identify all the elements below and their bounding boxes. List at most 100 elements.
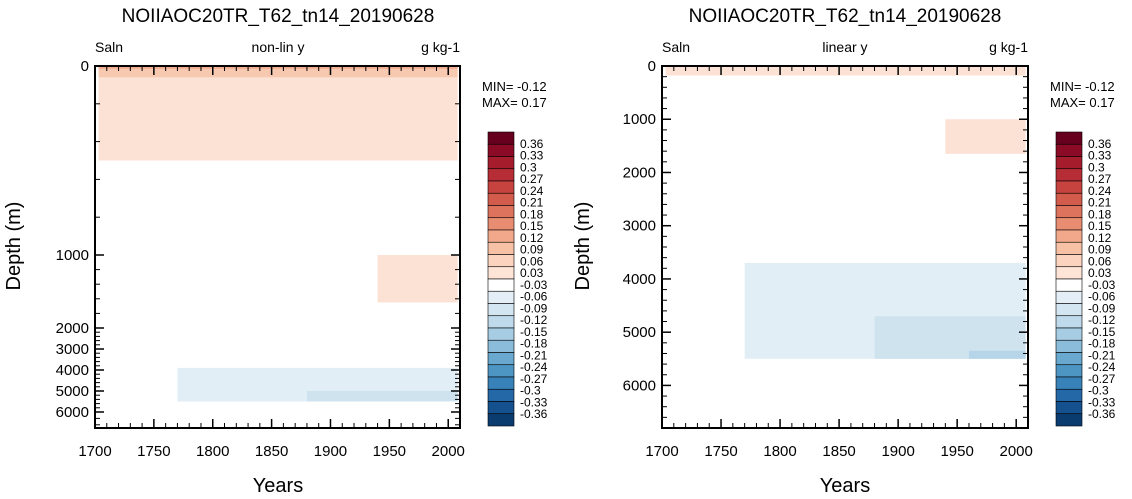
y-tick-label: 2000 — [623, 164, 656, 181]
colorbar-label: 0.12 — [520, 231, 544, 245]
units-label: g kg-1 — [989, 39, 1028, 55]
colorbar: 0.360.330.30.270.240.210.180.150.120.090… — [487, 131, 548, 427]
x-tick-label: 1700 — [645, 443, 678, 460]
colorbar-label: 0.36 — [520, 137, 544, 151]
colorbar-label: -0.36 — [1088, 407, 1116, 421]
contour-region — [665, 66, 1026, 76]
colorbar-swatch — [1055, 168, 1083, 182]
colorbar-swatch — [487, 254, 515, 268]
colorbar-label: -0.36 — [520, 407, 548, 421]
y-tick-label: 1000 — [623, 111, 656, 128]
colorbar-label: -0.15 — [520, 325, 548, 339]
colorbar-swatch — [487, 339, 515, 353]
colorbar-label: 0.3 — [520, 160, 537, 174]
colorbar-label: 0.27 — [1088, 172, 1112, 186]
colorbar-label: -0.09 — [520, 301, 548, 315]
colorbar-swatch — [487, 143, 515, 157]
colorbar-swatch — [1055, 229, 1083, 243]
plot-area: 1700 1750 1800 1850 1900 1950 2000 0 1000 2000 300… — [623, 58, 1033, 460]
x-tick-label: 1700 — [78, 443, 111, 460]
colorbar-label: 0.24 — [1088, 184, 1112, 198]
contour-region — [98, 66, 458, 78]
colorbar-label: -0.21 — [1088, 348, 1116, 362]
colorbar-swatch — [487, 205, 515, 219]
colorbar-label: -0.24 — [1088, 360, 1116, 374]
colorbar-swatch — [1055, 192, 1083, 206]
colorbar-label: 0.18 — [1088, 207, 1112, 221]
colorbar-swatch — [487, 364, 515, 378]
units-label: g kg-1 — [421, 39, 460, 55]
max-label: MAX= 0.17 — [1050, 95, 1115, 110]
colorbar-swatch — [1055, 278, 1083, 292]
colorbar-label: 0.03 — [1088, 266, 1112, 280]
y-axis-title: Depth (m) — [3, 202, 25, 291]
x-tick-label: 1900 — [881, 443, 914, 460]
colorbar-label: -0.3 — [520, 384, 541, 398]
colorbar-swatch — [487, 266, 515, 280]
x-axis-title: Years — [253, 475, 303, 497]
y-tick-label: 5000 — [623, 324, 656, 341]
x-tick-label: 1900 — [314, 443, 347, 460]
colorbar-label: -0.06 — [520, 290, 548, 304]
colorbar-swatch — [1055, 339, 1083, 353]
colorbar-swatch — [1055, 388, 1083, 402]
colorbar-swatch — [487, 229, 515, 243]
contour-region — [98, 66, 458, 69]
colorbar-label: -0.03 — [520, 278, 548, 292]
colorbar-label: 0.15 — [520, 219, 544, 233]
x-tick-label: 1800 — [763, 443, 796, 460]
colorbar-swatch — [487, 241, 515, 255]
y-tick-label: 6000 — [623, 377, 656, 394]
colorbar-swatch — [487, 217, 515, 231]
colorbar-label: -0.15 — [1088, 325, 1116, 339]
y-tick-label: 3000 — [623, 218, 656, 235]
colorbar-label: -0.18 — [1088, 337, 1116, 351]
panel-title: NOIIAOC20TR_T62_tn14_20190628 — [122, 6, 435, 27]
colorbar-swatch — [1055, 217, 1083, 231]
colorbar-label: 0.15 — [1088, 219, 1112, 233]
colorbar-label: 0.12 — [1088, 231, 1112, 245]
colorbar-swatch — [487, 315, 515, 329]
contour-region — [968, 350, 1026, 359]
contour-region — [306, 391, 458, 402]
colorbar-swatch — [1055, 401, 1083, 415]
y-tick-label: 1000 — [56, 247, 89, 264]
colorbar-swatch — [1055, 143, 1083, 157]
colorbar-label: -0.27 — [1088, 372, 1116, 386]
colorbar-swatch — [487, 156, 515, 170]
colorbar-label: -0.18 — [520, 337, 548, 351]
colorbar-label: 0.36 — [1088, 137, 1112, 151]
colorbar-swatch — [1055, 180, 1083, 194]
variable-label: Saln — [95, 39, 123, 55]
colorbar-label: 0.06 — [520, 254, 544, 268]
y-tick-label: 6000 — [56, 404, 89, 421]
colorbar-swatch — [1055, 315, 1083, 329]
colorbar-swatch — [1055, 156, 1083, 170]
max-label: MAX= 0.17 — [482, 95, 547, 110]
x-tick-label: 2000 — [1000, 443, 1033, 460]
colorbar-swatch — [1055, 290, 1083, 304]
colorbar-swatch — [487, 413, 515, 427]
colorbar-swatch — [1055, 327, 1083, 341]
x-tick-label: 1800 — [196, 443, 229, 460]
y-axis-title: Depth (m) — [572, 202, 594, 291]
colorbar-label: -0.33 — [520, 395, 548, 409]
variable-label: Saln — [662, 39, 690, 55]
colorbar-swatch — [1055, 413, 1083, 427]
colorbar-swatch — [1055, 131, 1083, 145]
colorbar-label: -0.33 — [1088, 395, 1116, 409]
colorbar-label: -0.12 — [1088, 313, 1116, 327]
colorbar-swatch — [487, 278, 515, 292]
y-tick-label: 0 — [81, 58, 89, 75]
x-tick-label: 2000 — [432, 443, 465, 460]
colorbar-label: -0.3 — [1088, 384, 1109, 398]
colorbar-swatch — [1055, 352, 1083, 366]
colorbar-swatch — [1055, 266, 1083, 280]
x-tick-label: 1850 — [822, 443, 855, 460]
colorbar-label: -0.03 — [1088, 278, 1116, 292]
colorbar-swatch — [1055, 303, 1083, 317]
colorbar-label: 0.33 — [520, 149, 544, 163]
y-tick-label: 4000 — [56, 362, 89, 379]
colorbar-swatch — [487, 192, 515, 206]
